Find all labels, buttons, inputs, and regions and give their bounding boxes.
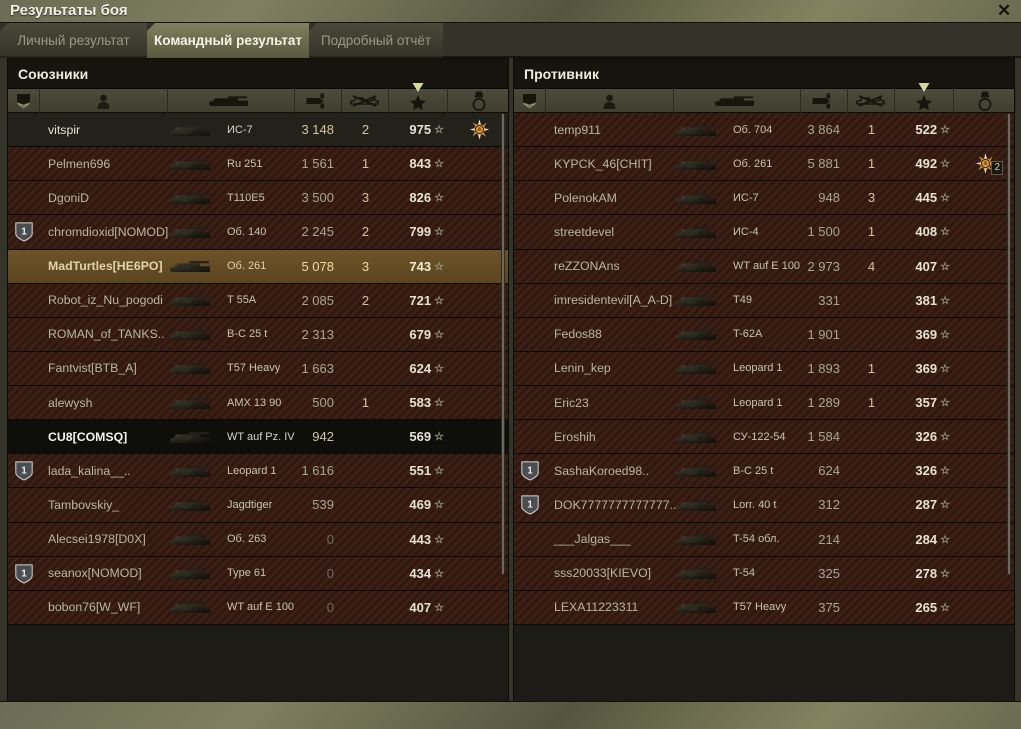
svg-text:1: 1 — [21, 568, 27, 579]
svg-text:1: 1 — [21, 466, 27, 477]
svg-text:1: 1 — [21, 227, 27, 238]
svg-text:1: 1 — [527, 500, 533, 511]
svg-text:1: 1 — [527, 466, 533, 477]
